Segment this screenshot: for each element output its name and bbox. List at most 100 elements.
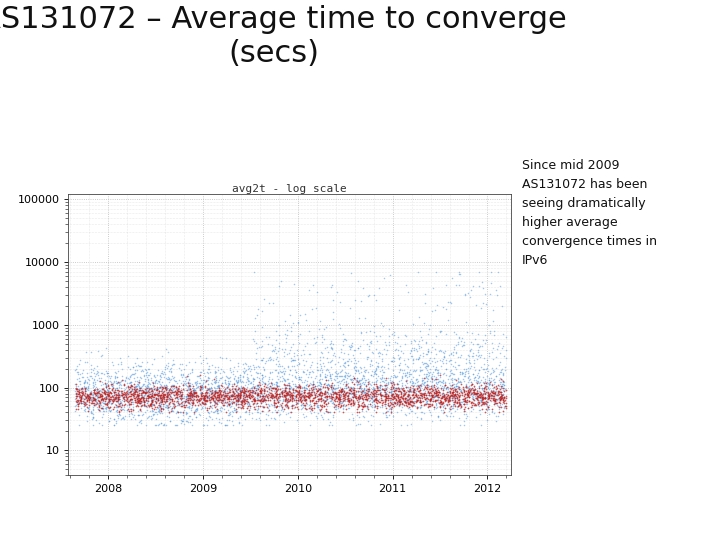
Point (187, 388, 199, 397)
Point (482, 388, 494, 396)
Point (469, 363, 480, 372)
Point (237, 396, 248, 404)
Point (488, 391, 500, 400)
Point (229, 394, 240, 402)
Point (291, 382, 302, 390)
Point (413, 370, 425, 379)
Point (290, 396, 302, 405)
Point (313, 375, 325, 384)
Point (356, 388, 368, 396)
Point (148, 372, 160, 381)
Point (442, 395, 454, 404)
Point (263, 393, 274, 402)
Point (353, 396, 364, 405)
Point (457, 394, 469, 403)
Point (364, 392, 375, 400)
Point (240, 387, 251, 395)
Point (186, 399, 197, 407)
Point (455, 380, 467, 388)
Point (462, 403, 474, 412)
Point (438, 352, 450, 360)
Point (263, 388, 274, 397)
Point (268, 401, 279, 409)
Point (192, 398, 203, 407)
Point (148, 410, 160, 418)
Point (378, 392, 390, 401)
Point (307, 388, 318, 396)
Point (431, 374, 442, 383)
Point (216, 403, 228, 412)
Point (216, 414, 228, 423)
Point (163, 387, 175, 395)
Point (356, 405, 368, 414)
Point (342, 356, 354, 365)
Point (305, 383, 317, 392)
Point (205, 388, 217, 396)
Point (336, 398, 348, 407)
Point (436, 392, 448, 400)
Point (347, 382, 359, 391)
Point (319, 389, 330, 397)
Point (113, 390, 125, 399)
Point (461, 383, 472, 392)
Point (385, 408, 397, 416)
Point (498, 395, 509, 403)
Point (391, 338, 402, 347)
Point (213, 394, 225, 403)
Point (72, 395, 84, 404)
Point (150, 377, 161, 386)
Point (131, 377, 143, 386)
Point (176, 418, 187, 427)
Point (413, 381, 424, 389)
Point (467, 404, 479, 413)
Point (240, 390, 252, 399)
Point (194, 386, 205, 395)
Point (271, 366, 282, 375)
Point (397, 387, 408, 396)
Point (395, 397, 406, 406)
Point (125, 381, 137, 390)
Point (81, 391, 93, 400)
Point (111, 383, 122, 392)
Point (267, 356, 279, 364)
Point (420, 397, 432, 406)
Point (450, 388, 462, 396)
Point (239, 415, 251, 424)
Point (377, 392, 389, 400)
Point (402, 395, 413, 404)
Point (203, 390, 215, 399)
Point (356, 374, 368, 383)
Point (278, 390, 289, 399)
Point (472, 400, 484, 408)
Point (129, 366, 140, 374)
Point (189, 386, 200, 395)
Point (213, 398, 225, 407)
Point (479, 339, 490, 347)
Point (385, 387, 397, 396)
Point (141, 399, 153, 407)
Point (376, 377, 387, 386)
Point (483, 392, 495, 400)
Point (407, 384, 418, 393)
Point (148, 370, 159, 379)
Point (166, 388, 177, 397)
Point (498, 380, 509, 388)
Point (309, 393, 320, 402)
Point (395, 392, 407, 401)
Point (322, 389, 333, 398)
Point (232, 381, 243, 389)
Point (415, 413, 427, 422)
Point (452, 383, 464, 392)
Point (453, 352, 464, 361)
Point (99, 389, 110, 398)
Point (132, 401, 143, 409)
Point (300, 392, 312, 401)
Point (244, 387, 256, 395)
Point (499, 402, 510, 410)
Point (489, 397, 500, 406)
Point (320, 400, 332, 408)
Point (137, 390, 148, 399)
Point (357, 372, 369, 380)
Point (219, 393, 230, 402)
Point (469, 366, 480, 375)
